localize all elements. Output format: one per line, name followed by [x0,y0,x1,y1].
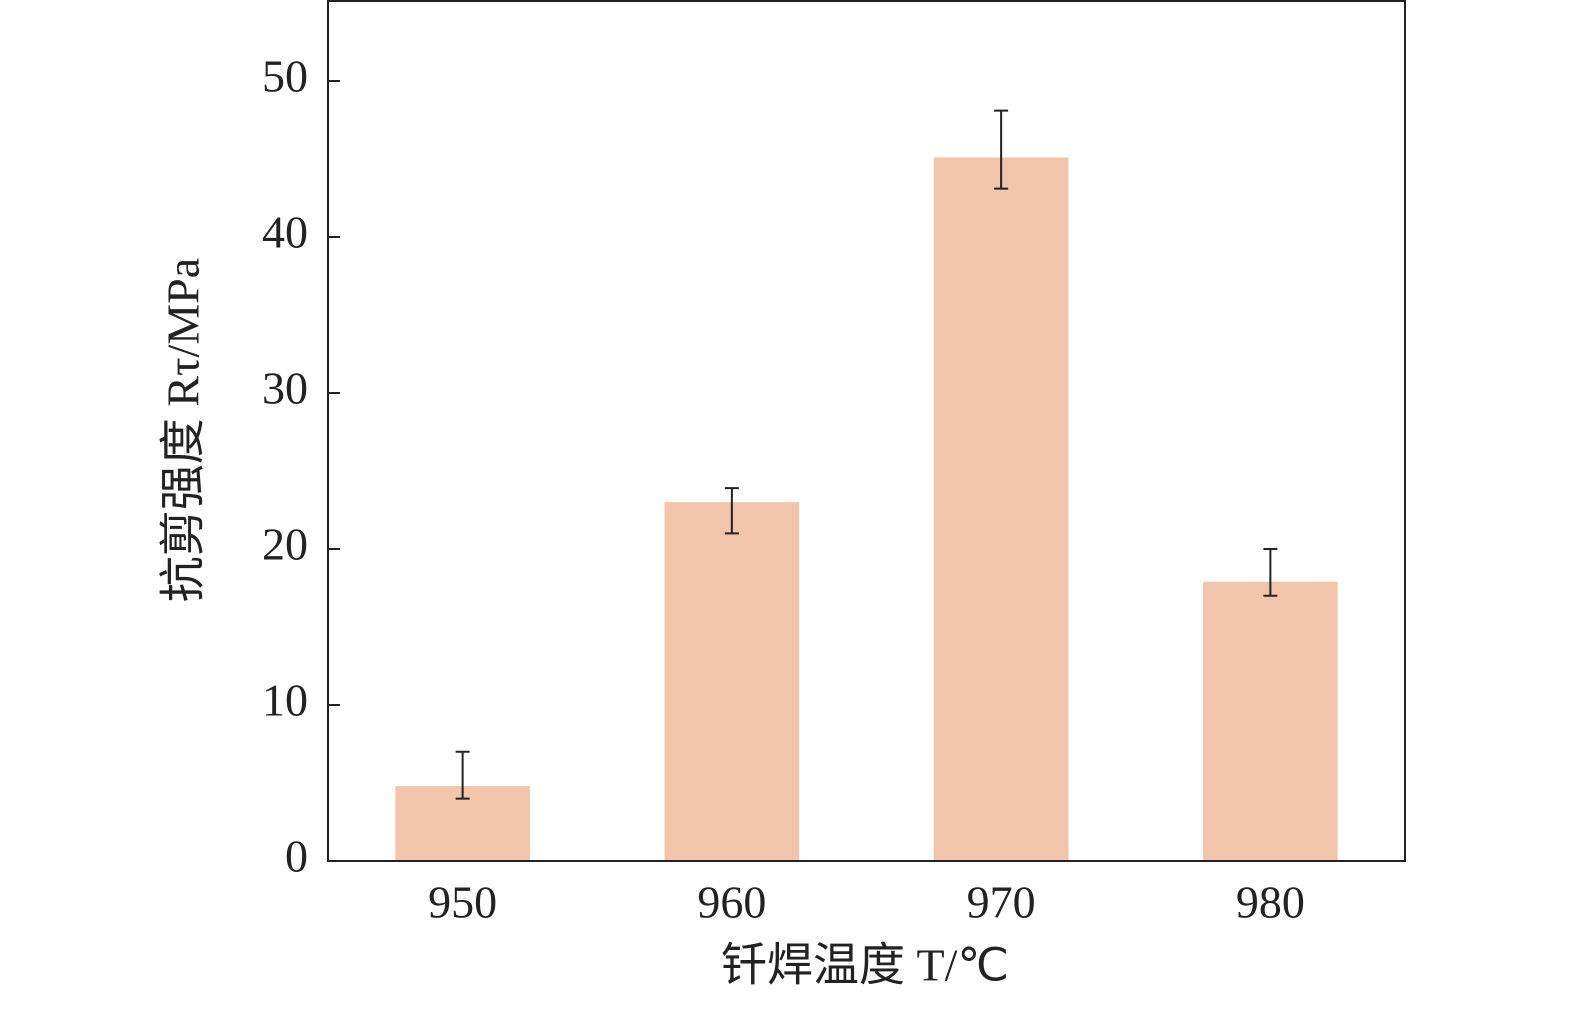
error-bar [455,750,470,800]
y-tick-label: 0 [285,831,308,882]
y-tick-label: 40 [262,207,308,258]
plot-frame [327,0,1406,862]
error-bar [994,109,1009,190]
y-axis-label: 抗剪强度 Rτ/MPa [158,258,209,602]
y-tick-label: 10 [262,675,308,726]
x-tick-label: 950 [428,877,497,928]
bar [1203,581,1338,861]
x-tick-label: 980 [1236,877,1305,928]
x-tick-label: 960 [697,877,766,928]
y-tick-label: 30 [262,363,308,414]
x-axis-label: 钎焊温度 T/℃ [721,940,1009,991]
y-tick-label: 20 [262,519,308,570]
bar [933,157,1069,861]
x-tick-label: 970 [967,877,1036,928]
error-bar [724,487,739,535]
y-tick-label: 50 [262,51,308,102]
error-bar [1263,548,1278,597]
bar [664,502,800,861]
